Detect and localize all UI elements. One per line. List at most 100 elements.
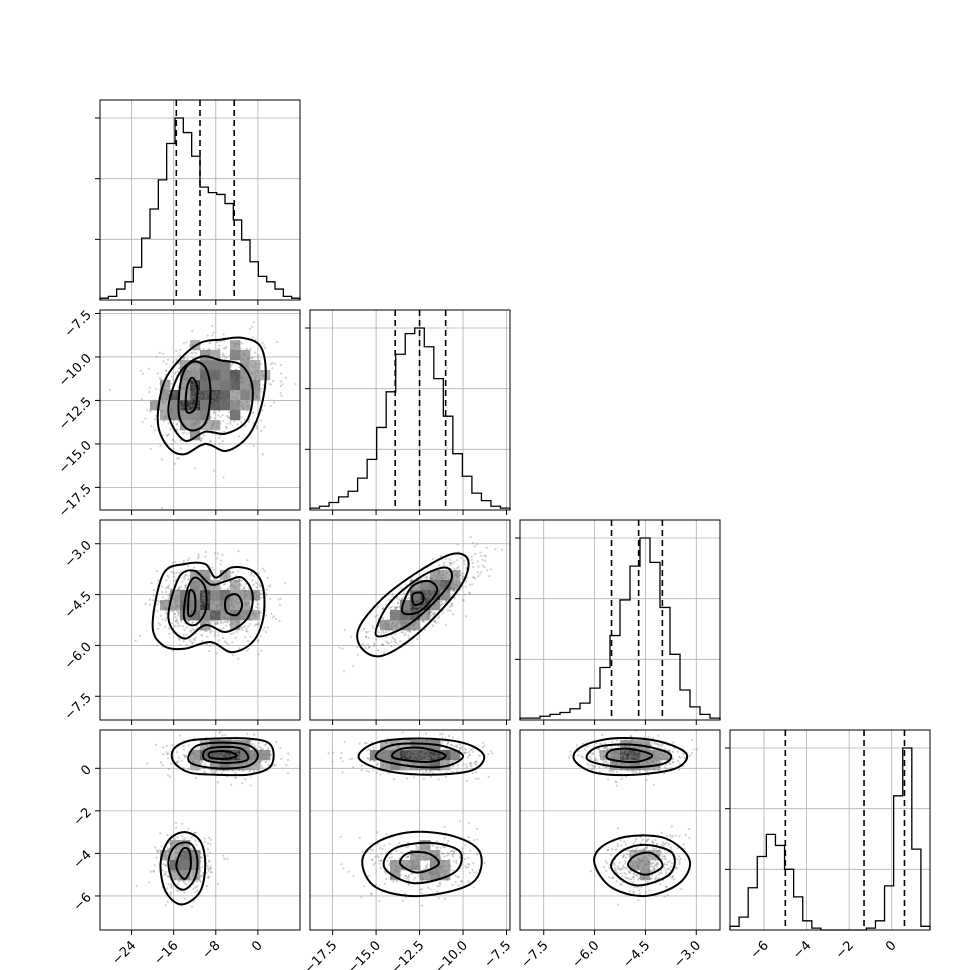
sample-point [177,622,180,625]
sample-point [370,893,373,896]
sample-point [204,375,207,378]
sample-point [441,578,444,581]
sample-point [257,366,260,369]
sample-point [187,390,190,393]
sample-point [173,612,176,615]
sample-point [434,575,437,578]
sample-point [198,416,201,420]
sample-point [199,437,203,440]
sample-point [410,578,413,581]
sample-point [378,624,381,628]
density-cell [380,760,391,771]
sample-point [191,759,194,763]
sample-point [456,571,459,574]
sample-point [171,439,174,442]
sample-point [262,757,265,760]
density-cell [380,620,391,631]
sample-point [411,749,414,753]
sample-point [430,590,434,593]
sample-point [414,620,417,624]
sample-point [215,391,218,394]
sample-point [161,591,164,594]
sample-point [378,900,381,903]
sample-point [183,628,186,632]
sample-point [190,591,193,594]
sample-point [405,603,408,606]
sample-point [163,606,166,609]
histogram-steps [729,747,931,931]
sample-point [396,596,399,600]
sample-point [445,595,448,598]
sample-point [192,572,195,575]
density-cell [430,570,441,581]
sample-point [224,613,228,616]
sample-point [179,365,182,369]
sample-point [365,635,368,639]
sample-point [216,405,219,408]
sample-point [249,753,253,756]
sample-point [231,601,234,604]
sample-point [187,744,190,747]
sample-point [392,609,396,612]
sample-point [192,760,196,763]
sample-point [219,755,222,758]
sample-point [254,599,257,602]
sample-point [234,356,237,359]
sample-point [189,393,192,396]
density-cell [420,760,431,771]
sample-point [173,869,176,872]
sample-point [228,407,231,411]
sample-point [437,746,440,749]
sample-point [216,617,219,620]
sample-point [170,886,173,889]
sample-point [279,597,282,600]
sample-point [193,367,196,370]
sample-point [214,402,217,405]
sample-point [201,384,204,387]
sample-point [232,408,235,411]
sample-point [263,569,266,573]
sample-point [378,754,381,757]
sample-point [241,628,244,631]
sample-point [159,378,163,381]
sample-point [157,851,160,854]
sample-point [265,749,268,752]
sample-point [246,749,249,752]
sample-point [234,344,237,347]
sample-point [182,852,186,856]
sample-point [189,629,192,632]
sample-point [446,762,449,765]
sample-point [268,752,271,756]
sample-point [225,425,228,429]
sample-point [451,581,454,584]
sample-point [203,600,206,603]
density-cell [210,610,221,621]
sample-point [401,621,404,624]
sample-point [438,591,441,594]
sample-point [397,609,400,612]
sample-point [400,631,403,634]
density-cell [190,850,201,861]
sample-point [393,640,396,643]
sample-point [260,374,263,377]
sample-point [192,620,195,624]
sample-point [427,590,430,593]
sample-point [199,754,202,757]
sample-point [444,558,448,561]
sample-point [211,620,214,623]
sample-point [219,579,222,583]
sample-point [223,386,226,389]
sample-point [198,757,201,760]
sample-point [212,368,215,371]
sample-point [406,777,409,780]
sample-point [441,587,444,591]
sample-point [197,401,200,405]
sample-point [218,383,221,387]
density-cell [220,590,231,601]
sample-point [191,850,194,853]
sample-point [218,378,221,381]
sample-point [241,368,245,371]
sample-point [385,624,388,627]
sample-point [428,594,431,597]
sample-point [226,422,229,425]
